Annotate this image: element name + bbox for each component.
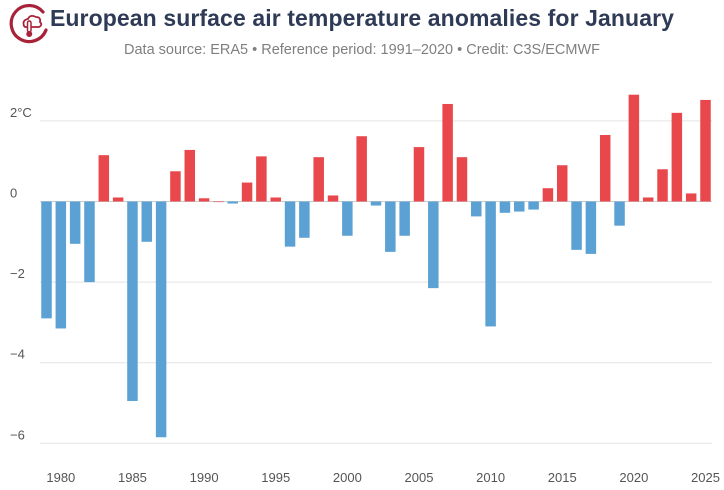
bar-1996 xyxy=(284,201,296,247)
bar-2023 xyxy=(671,112,683,202)
x-tick-label: 2005 xyxy=(405,470,434,485)
bar-1997 xyxy=(299,201,310,238)
bar-2020 xyxy=(628,94,640,202)
bar-2021 xyxy=(642,197,654,202)
y-tick-label: 0 xyxy=(10,186,17,201)
bar-1994 xyxy=(256,156,267,202)
bar-1993 xyxy=(241,182,253,202)
bar-1979 xyxy=(41,201,52,319)
x-tick-label: 1990 xyxy=(190,470,219,485)
bar-2002 xyxy=(370,201,382,206)
chart-subtitle: Data source: ERA5 • Reference period: 19… xyxy=(124,42,600,58)
grid-lines xyxy=(40,120,712,444)
y-tick-label: −6 xyxy=(10,427,25,442)
bar-1992 xyxy=(227,201,238,204)
bar-1999 xyxy=(327,195,339,202)
x-tick-label: 2025 xyxy=(691,470,720,485)
bar-1986 xyxy=(141,201,153,242)
bar-1987 xyxy=(155,201,167,438)
bar-1991 xyxy=(213,201,224,203)
x-tick-label: 2010 xyxy=(476,470,505,485)
x-tick-label: 1995 xyxy=(261,470,290,485)
bar-2013 xyxy=(528,201,539,210)
bar-1995 xyxy=(270,197,281,202)
x-tick-label: 1980 xyxy=(46,470,75,485)
bar-1990 xyxy=(198,198,210,202)
bar-2000 xyxy=(342,201,353,236)
bar-1982 xyxy=(84,201,95,283)
bar-2012 xyxy=(514,201,525,212)
y-tick-label: 2°C xyxy=(10,105,32,120)
bar-1989 xyxy=(184,149,196,202)
bar-2010 xyxy=(485,201,496,327)
bar-1984 xyxy=(112,197,124,202)
bar-2005 xyxy=(413,147,425,202)
x-tick-label: 2015 xyxy=(548,470,577,485)
x-tick-label: 2020 xyxy=(619,470,648,485)
bar-1998 xyxy=(313,157,324,202)
y-tick-label: −4 xyxy=(10,347,25,362)
bar-2006 xyxy=(428,201,439,289)
bar-2024 xyxy=(685,193,697,202)
x-tick-label: 2000 xyxy=(333,470,362,485)
thermometer-cloud-logo xyxy=(9,4,48,44)
bar-2011 xyxy=(499,201,511,213)
bar-2022 xyxy=(657,169,668,202)
bar-2025 xyxy=(700,99,711,202)
bar-1980 xyxy=(55,201,67,329)
bar-2018 xyxy=(599,135,611,202)
bar-1985 xyxy=(127,201,138,401)
bar-2003 xyxy=(385,201,396,252)
bar-2017 xyxy=(585,201,597,254)
bar-2009 xyxy=(471,201,482,217)
bar-2015 xyxy=(556,165,568,202)
bar-2014 xyxy=(542,188,554,202)
bar-2008 xyxy=(456,157,468,202)
y-tick-label: −2 xyxy=(10,266,25,281)
bar-2001 xyxy=(356,136,367,202)
bars xyxy=(41,94,711,438)
chart-title: European surface air temperature anomali… xyxy=(49,5,675,31)
bar-1988 xyxy=(170,171,181,202)
bar-2016 xyxy=(571,201,582,250)
bar-2007 xyxy=(442,103,453,202)
bar-2004 xyxy=(399,201,410,236)
axis-labels: 2°C 0 −2 −4 −6 1980 1985 1990 1995 2000 2005 2010 20… xyxy=(10,105,720,485)
x-tick-label: 1985 xyxy=(118,470,147,485)
bar-1981 xyxy=(69,201,81,244)
bar-2019 xyxy=(614,201,625,226)
bar-1983 xyxy=(98,155,110,202)
